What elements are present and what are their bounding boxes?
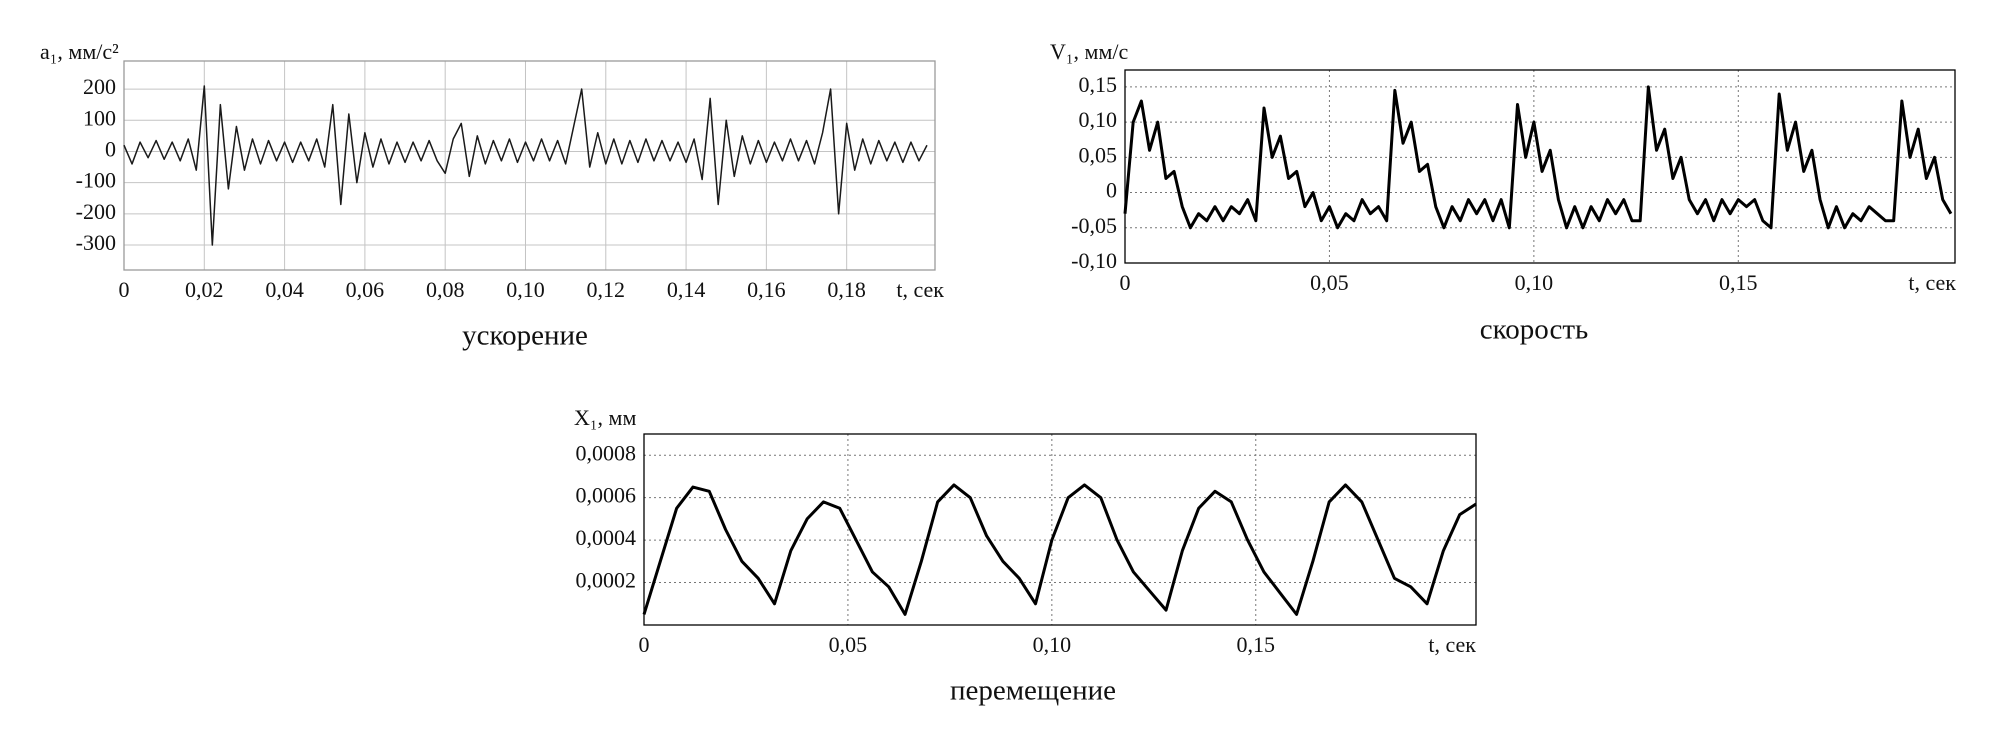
plot-frame <box>1124 69 1956 264</box>
x-tick-label: 0,15 <box>1719 270 1758 295</box>
y-tick-label: -0,10 <box>1071 248 1117 273</box>
y-tick-label: 0 <box>1106 178 1117 203</box>
x-tick-label: 0,02 <box>185 277 224 302</box>
x-tick-label: 0,16 <box>747 277 786 302</box>
y-tick-label: 0,0002 <box>576 568 637 593</box>
y-tick-label: 200 <box>83 74 116 99</box>
y-tick-label: 0,0006 <box>576 483 637 508</box>
y-axis-label: X₁, мм <box>574 405 636 430</box>
y-tick-label: 100 <box>83 105 116 130</box>
chart: 0,0008 0,0006 0,0004 0,0002 0 0,05 0,10 0,15 X₁,… <box>574 405 1477 707</box>
x-tick-label: 0 <box>1120 270 1131 295</box>
x-tick-label: 0,05 <box>1310 270 1349 295</box>
chart-caption: перемещение <box>950 675 1116 707</box>
x-tick-label: 0,14 <box>667 277 706 302</box>
y-tick-label: 0,15 <box>1079 72 1118 97</box>
chart-caption: ускорение <box>462 320 588 352</box>
x-tick-label: 0,10 <box>506 277 545 302</box>
x-axis-label: t, сек <box>1908 270 1956 295</box>
y-tick-label: 0,0008 <box>576 440 637 465</box>
y-axis-label: V₁, мм/с <box>1050 39 1129 64</box>
y-tick-label: 0,05 <box>1079 142 1118 167</box>
y-tick-label: 0,0004 <box>576 525 637 550</box>
x-tick-label: 0,06 <box>346 277 385 302</box>
data-line <box>642 483 1477 616</box>
y-axis-label: a₁, мм/с² <box>40 39 119 64</box>
data-line <box>1123 85 1953 230</box>
x-tick-label: 0,10 <box>1515 270 1554 295</box>
data-line <box>123 85 928 246</box>
x-tick-label: 0,08 <box>426 277 465 302</box>
x-tick-label: 0 <box>119 277 130 302</box>
x-axis-label: t, сек <box>896 277 944 302</box>
y-tick-label: -100 <box>76 168 116 193</box>
x-tick-label: 0,10 <box>1033 632 1072 657</box>
x-tick-label: 0 <box>639 632 650 657</box>
plot-frame <box>123 60 936 271</box>
chart-caption: скорость <box>1480 314 1588 346</box>
chart: 0,150,100,050-0,05-0,100 0,05 0,10 0,15V₁, … <box>1050 39 1956 346</box>
y-tick-label: -200 <box>76 199 116 224</box>
x-tick-label: 0,04 <box>265 277 304 302</box>
y-tick-label: -0,05 <box>1071 213 1117 238</box>
x-tick-label: 0,15 <box>1237 632 1276 657</box>
x-tick-label: 0,12 <box>587 277 626 302</box>
y-tick-label: 0 <box>105 137 116 162</box>
x-axis-label: t, сек <box>1428 632 1476 657</box>
y-tick-label: -300 <box>76 230 116 255</box>
x-tick-label: 0,05 <box>829 632 868 657</box>
x-tick-label: 0,18 <box>827 277 866 302</box>
plot-frame <box>643 433 1477 626</box>
y-tick-label: 0,10 <box>1079 107 1118 132</box>
